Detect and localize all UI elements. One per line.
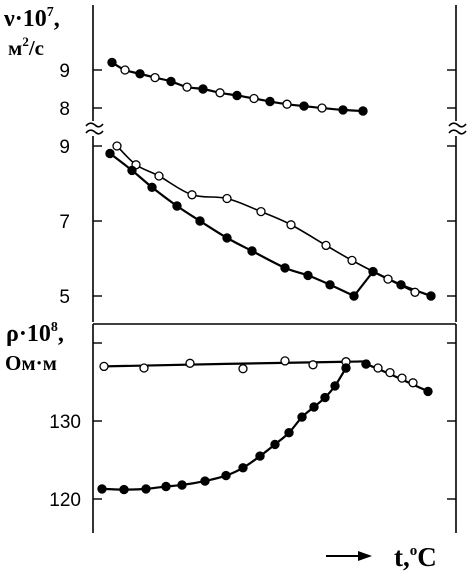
resistivity-filled-point (341, 363, 351, 373)
resistivity-filled-point (97, 484, 107, 494)
viscosity-open-point (187, 190, 197, 200)
resistivity-filled-point (297, 412, 307, 422)
viscosity-filled-point (172, 201, 182, 211)
resistivity-filled-point (361, 359, 371, 369)
viscosity-open-point (154, 171, 164, 181)
viscosity-upper-point (358, 106, 368, 116)
resistivity-open-point (385, 367, 395, 378)
viscosity-filled-jump-line (353, 270, 374, 297)
viscosity-filled-point (147, 182, 157, 193)
left-axis-break-mark-bottom (85, 129, 104, 135)
viscosity-filled-point (396, 280, 406, 290)
viscosity-open-point (383, 274, 393, 284)
lower-viscosity-tick-label: 7 (59, 212, 70, 233)
viscosity-filled-point (280, 263, 290, 273)
viscosity-open-point (286, 220, 296, 230)
resistivity-filled-point (284, 428, 294, 438)
viscosity-filled-point (105, 148, 115, 159)
viscosity-upper-point (215, 88, 225, 98)
viscosity-filled-point (349, 291, 359, 301)
upper-axis-ticks (93, 69, 456, 297)
resistivity-open-point (238, 364, 248, 374)
viscosity-upper-point (232, 90, 242, 101)
resistivity-ylabel-unit: Ом·м (5, 351, 57, 375)
plot-layer (97, 57, 436, 495)
viscosity-upper-point (150, 72, 160, 83)
viscosity-filled-point (127, 165, 137, 176)
viscosity-filled-point (303, 270, 313, 281)
viscosity-filled-point (195, 216, 205, 226)
viscosity-upper-point (135, 69, 145, 79)
viscosity-filled-point (325, 280, 335, 290)
resistivity-open-point (373, 363, 383, 373)
resistivity-filled-point (221, 470, 231, 481)
lower-axis-ticks (93, 342, 456, 500)
viscosity-upper-point (120, 65, 130, 75)
viscosity-filled-point (426, 291, 436, 301)
viscosity-open-point (410, 287, 420, 297)
viscosity-filled-point (222, 233, 232, 243)
resistivity-tick-label: 120 (49, 490, 81, 511)
resistivity-filled-point (423, 386, 433, 397)
viscosity-open-point (256, 206, 266, 217)
resistivity-filled-point (141, 484, 151, 494)
resistivity-open-point (185, 358, 195, 368)
right-axis-break-mark-top (448, 122, 467, 128)
viscosity-open-point (222, 193, 232, 204)
left-axis-break-mark-top (85, 122, 104, 128)
viscosity-upper-point (317, 103, 327, 113)
resistivity-filled-point (238, 463, 248, 473)
viscosity-open-point (321, 240, 331, 251)
resistivity-open-point (408, 378, 418, 388)
viscosity-upper-point (198, 84, 208, 94)
viscosity-filled-point (368, 266, 378, 277)
right-axis-break-mark-bottom (448, 129, 467, 135)
lower-viscosity-tick-label: 9 (59, 137, 70, 158)
resistivity-filled-curve (101, 367, 347, 491)
viscosity-open-point (347, 255, 357, 266)
viscosity-upper-point (299, 101, 309, 111)
viscosity-open-point (112, 141, 122, 151)
resistivity-filled-point (255, 451, 265, 461)
resistivity-filled-point (200, 476, 210, 486)
viscosity-upper-point (107, 57, 117, 68)
viscosity-upper-point (166, 76, 176, 87)
resistivity-filled-point (177, 480, 187, 490)
viscosity-filled-point (247, 246, 257, 256)
resistivity-tick-label: 130 (49, 412, 81, 433)
viscosity-ylabel-symbol: ν·107, (3, 5, 60, 32)
viscosity-upper-point (182, 82, 192, 92)
viscosity-upper-point (282, 99, 292, 109)
resistivity-filled-point (270, 439, 280, 450)
upper-panel-frame (85, 5, 467, 322)
viscosity-upper-curve (111, 61, 364, 113)
resistivity-open-point (139, 363, 149, 373)
resistivity-open-point (99, 361, 109, 372)
resistivity-ylabel-symbol: ρ·108, (6, 320, 64, 347)
resistivity-open-point (280, 356, 290, 366)
resistivity-filled-point (119, 484, 129, 495)
lower-panel-frame (92, 324, 457, 533)
x-axis-arrow (326, 551, 372, 561)
viscosity-upper-point (338, 105, 348, 115)
upper-tick-label: 8 (59, 99, 70, 120)
resistivity-filled-point (161, 481, 171, 492)
resistivity-filled-point (330, 381, 340, 391)
x-axis-label: t,oC (394, 542, 437, 572)
resistivity-open-point (308, 360, 318, 370)
viscosity-upper-point (249, 93, 259, 104)
lower-viscosity-tick-label: 5 (59, 287, 70, 308)
viscosity-filled-curve (109, 152, 355, 297)
upper-tick-label: 9 (59, 61, 70, 82)
resistivity-filled-point (320, 392, 330, 403)
viscosity-upper-point (265, 96, 275, 107)
resistivity-open-point (397, 373, 407, 383)
viscosity-ylabel-unit: м2/с (8, 34, 44, 60)
resistivity-filled-point (309, 402, 319, 412)
